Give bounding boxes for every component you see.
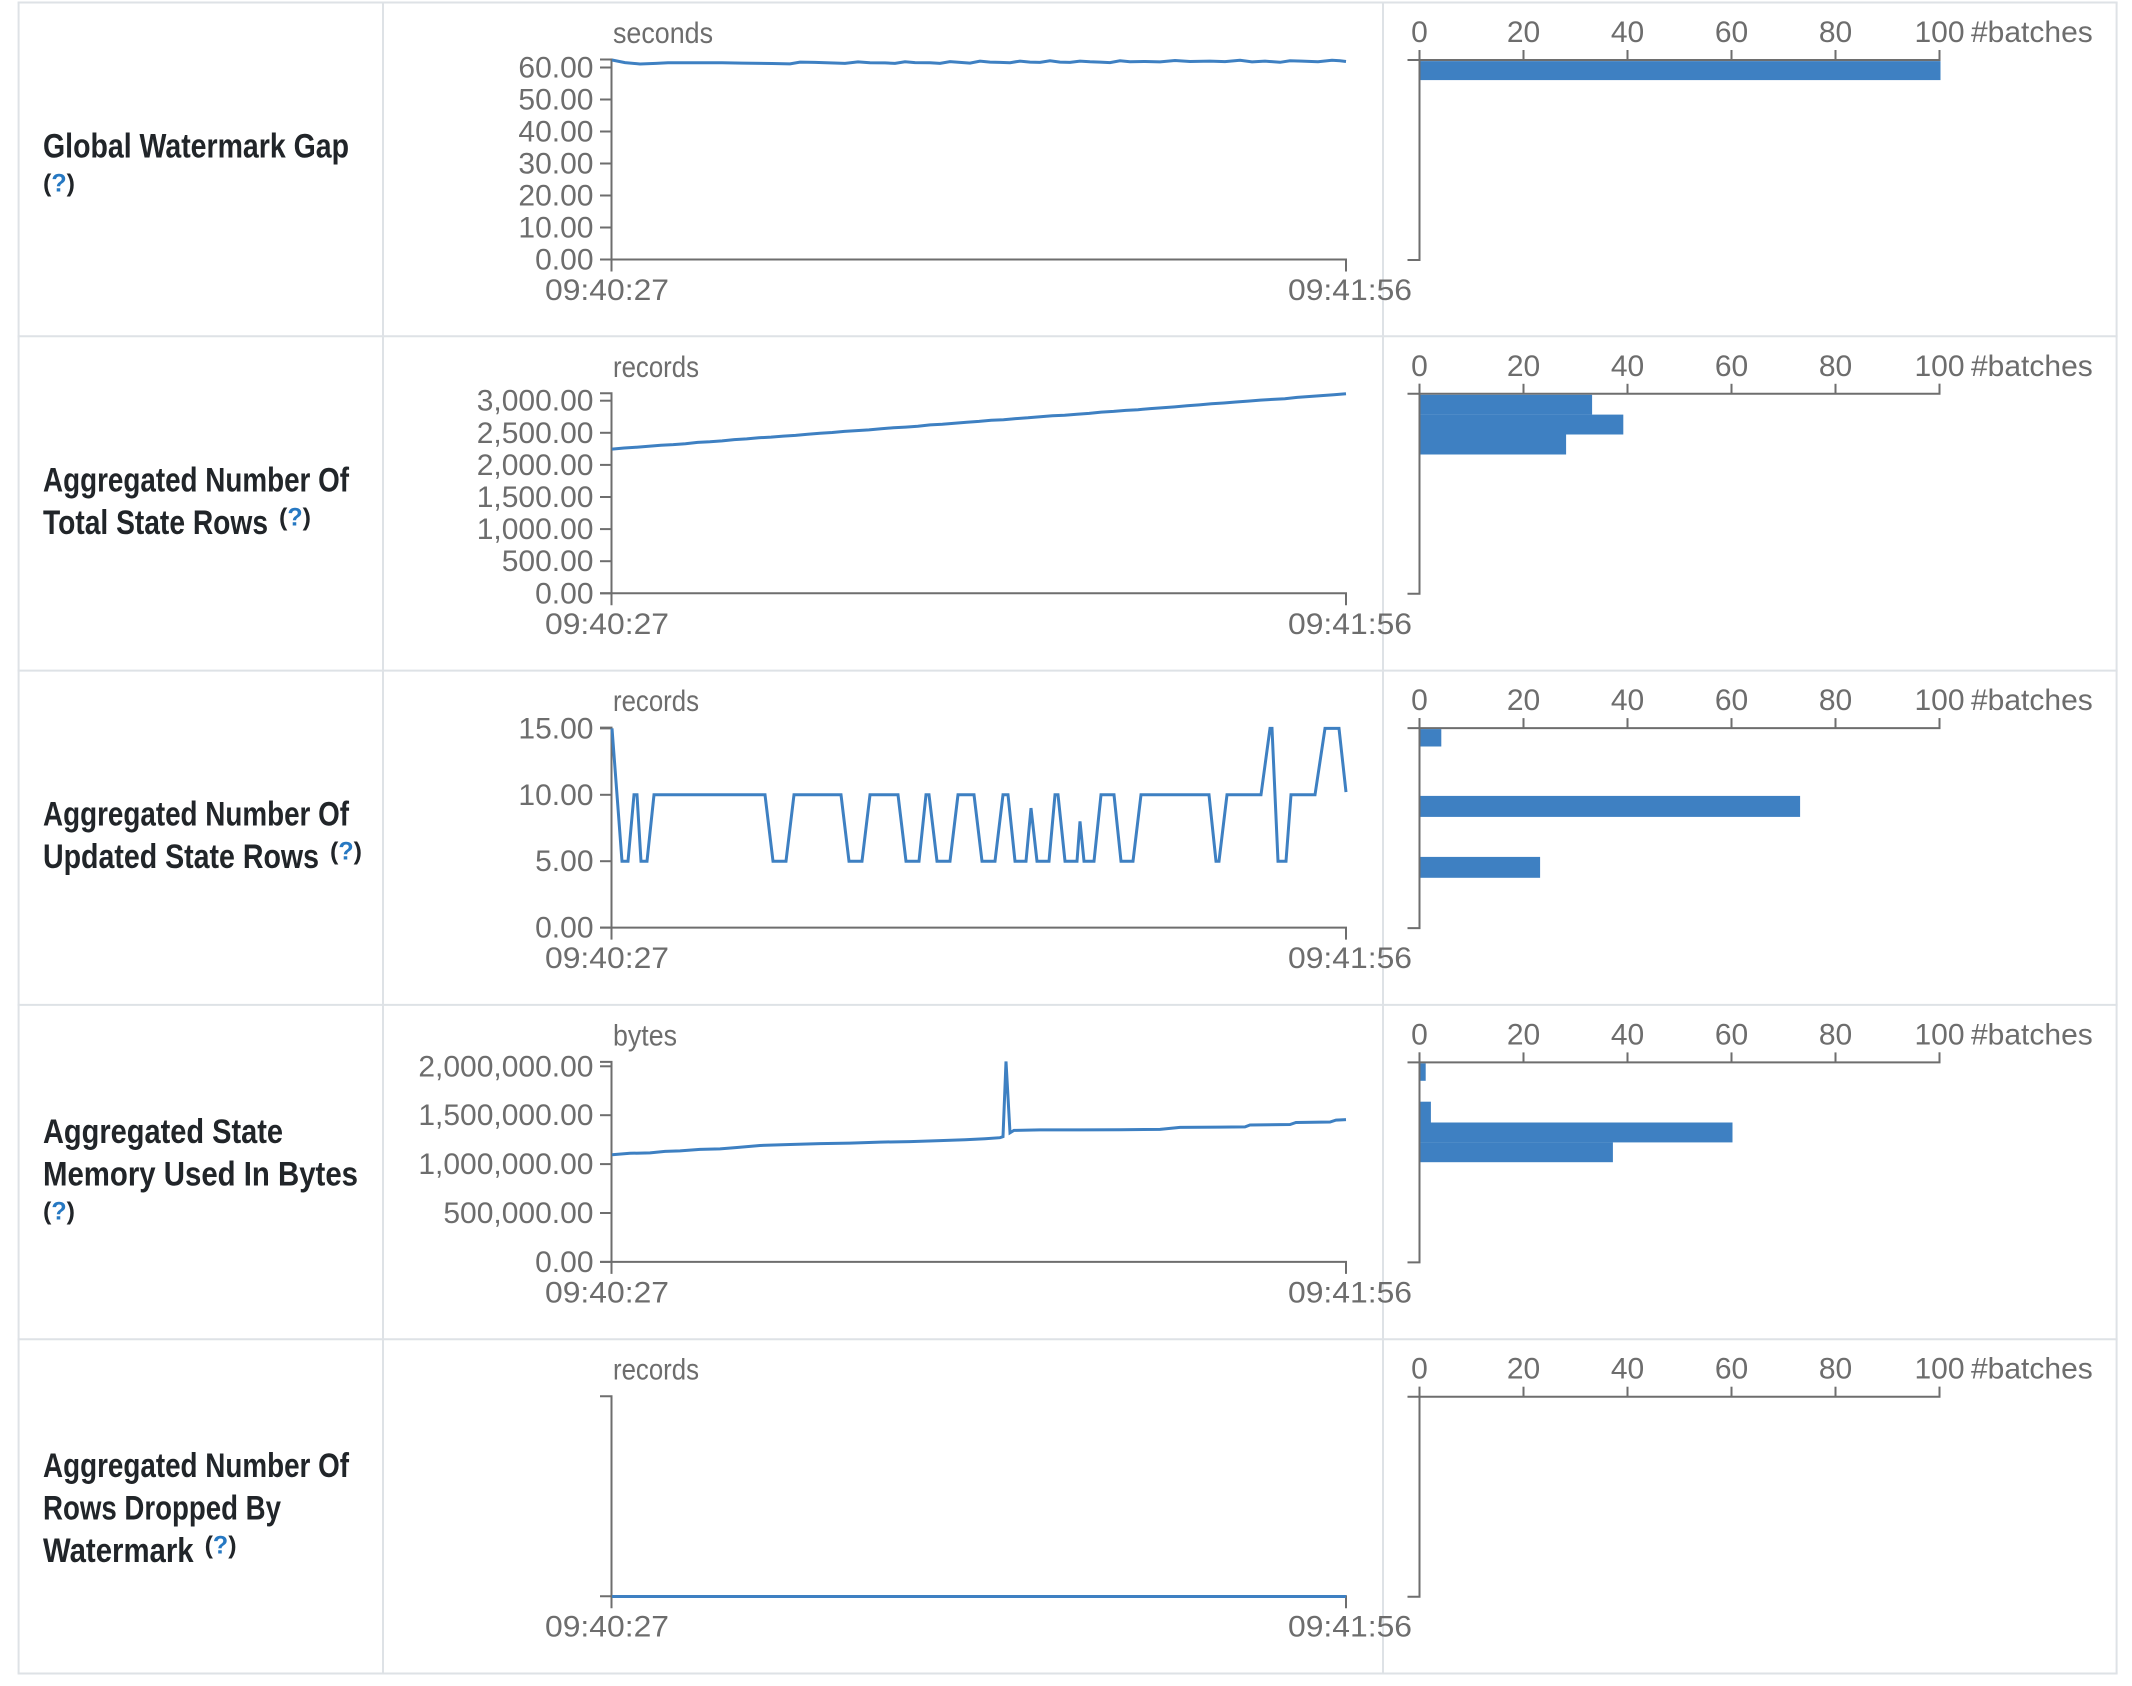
svg-text:60: 60 <box>1715 1353 1748 1386</box>
svg-text:30.00: 30.00 <box>518 148 593 181</box>
svg-text:2,000.00: 2,000.00 <box>477 449 594 482</box>
svg-text:50.00: 50.00 <box>518 84 593 117</box>
svg-text:60: 60 <box>1715 684 1748 717</box>
svg-text:0: 0 <box>1411 350 1428 383</box>
svg-text:09:41:56: 09:41:56 <box>1288 608 1412 641</box>
svg-text:(?): (?) <box>330 838 362 866</box>
svg-text:Global Watermark Gap: Global Watermark Gap <box>43 128 349 166</box>
svg-text:80: 80 <box>1819 1353 1852 1386</box>
svg-text:80: 80 <box>1819 16 1852 49</box>
svg-text:0.00: 0.00 <box>535 244 593 277</box>
svg-text:Aggregated State: Aggregated State <box>43 1113 283 1151</box>
svg-text:100: 100 <box>1914 1018 1964 1051</box>
svg-text:500.00: 500.00 <box>502 545 594 578</box>
svg-text:(?): (?) <box>43 1197 75 1225</box>
svg-text:20.00: 20.00 <box>518 180 593 213</box>
svg-text:1,000.00: 1,000.00 <box>477 513 594 546</box>
svg-text:100: 100 <box>1914 684 1964 717</box>
svg-text:40: 40 <box>1611 684 1644 717</box>
svg-text:Aggregated Number Of: Aggregated Number Of <box>43 796 350 834</box>
svg-text:records: records <box>613 351 699 384</box>
svg-text:records: records <box>613 685 699 718</box>
svg-text:Aggregated Number Of: Aggregated Number Of <box>43 1447 350 1485</box>
svg-text:0: 0 <box>1411 684 1428 717</box>
svg-text:(?): (?) <box>205 1532 237 1560</box>
svg-text:Watermark: Watermark <box>43 1532 194 1570</box>
svg-text:40: 40 <box>1611 16 1644 49</box>
svg-text:10.00: 10.00 <box>518 212 593 245</box>
svg-text:09:40:27: 09:40:27 <box>545 942 669 975</box>
svg-text:Memory Used In Bytes: Memory Used In Bytes <box>43 1155 358 1193</box>
svg-text:0.00: 0.00 <box>535 912 593 945</box>
svg-text:20: 20 <box>1507 684 1540 717</box>
svg-text:2,500.00: 2,500.00 <box>477 417 594 450</box>
svg-text:40: 40 <box>1611 350 1644 383</box>
svg-text:#batches: #batches <box>1971 16 2093 49</box>
svg-text:40: 40 <box>1611 1018 1644 1051</box>
svg-text:09:41:56: 09:41:56 <box>1288 942 1412 975</box>
svg-text:seconds: seconds <box>613 17 713 50</box>
svg-text:0.00: 0.00 <box>535 577 593 610</box>
svg-text:09:40:27: 09:40:27 <box>545 1611 669 1644</box>
svg-text:#batches: #batches <box>1971 1018 2093 1051</box>
svg-text:#batches: #batches <box>1971 1353 2093 1386</box>
svg-text:60: 60 <box>1715 350 1748 383</box>
svg-text:(?): (?) <box>43 170 75 198</box>
svg-text:09:40:27: 09:40:27 <box>545 1276 669 1309</box>
svg-text:60: 60 <box>1715 1018 1748 1051</box>
svg-text:40.00: 40.00 <box>518 116 593 149</box>
svg-text:20: 20 <box>1507 350 1540 383</box>
svg-text:80: 80 <box>1819 1018 1852 1051</box>
svg-text:60.00: 60.00 <box>518 52 593 85</box>
svg-text:1,500,000.00: 1,500,000.00 <box>418 1099 593 1132</box>
svg-text:60: 60 <box>1715 16 1748 49</box>
svg-text:5.00: 5.00 <box>535 845 593 878</box>
svg-text:20: 20 <box>1507 1353 1540 1386</box>
svg-text:0: 0 <box>1411 1018 1428 1051</box>
svg-text:100: 100 <box>1914 16 1964 49</box>
svg-text:80: 80 <box>1819 684 1852 717</box>
svg-text:records: records <box>613 1354 699 1387</box>
svg-text:09:41:56: 09:41:56 <box>1288 1611 1412 1644</box>
svg-text:20: 20 <box>1507 16 1540 49</box>
svg-text:0: 0 <box>1411 16 1428 49</box>
svg-text:3,000.00: 3,000.00 <box>477 385 594 418</box>
svg-text:80: 80 <box>1819 350 1852 383</box>
svg-text:Updated State Rows: Updated State Rows <box>43 838 319 876</box>
svg-text:#batches: #batches <box>1971 350 2093 383</box>
svg-text:#batches: #batches <box>1971 684 2093 717</box>
svg-text:09:41:56: 09:41:56 <box>1288 274 1412 307</box>
svg-text:0.00: 0.00 <box>535 1246 593 1279</box>
svg-text:100: 100 <box>1914 1353 1964 1386</box>
svg-text:40: 40 <box>1611 1353 1644 1386</box>
svg-text:1,500.00: 1,500.00 <box>477 481 594 514</box>
svg-text:Total State Rows: Total State Rows <box>43 504 268 542</box>
svg-text:100: 100 <box>1914 350 1964 383</box>
svg-text:09:41:56: 09:41:56 <box>1288 1276 1412 1309</box>
svg-text:2,000,000.00: 2,000,000.00 <box>418 1050 593 1083</box>
svg-text:09:40:27: 09:40:27 <box>545 274 669 307</box>
svg-text:500,000.00: 500,000.00 <box>443 1197 593 1230</box>
svg-text:20: 20 <box>1507 1018 1540 1051</box>
svg-text:10.00: 10.00 <box>518 779 593 812</box>
svg-text:09:40:27: 09:40:27 <box>545 608 669 641</box>
svg-text:0: 0 <box>1411 1353 1428 1386</box>
svg-text:(?): (?) <box>279 503 311 531</box>
svg-text:15.00: 15.00 <box>518 712 593 745</box>
svg-text:Aggregated Number Of: Aggregated Number Of <box>43 461 350 499</box>
svg-text:1,000,000.00: 1,000,000.00 <box>418 1148 593 1181</box>
svg-text:Rows Dropped By: Rows Dropped By <box>43 1490 281 1528</box>
svg-text:bytes: bytes <box>613 1019 677 1052</box>
